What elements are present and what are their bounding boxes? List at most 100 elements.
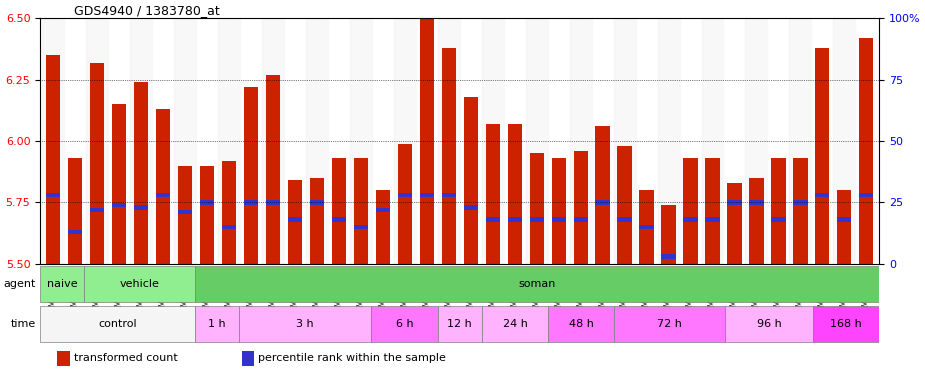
- Bar: [353, 158, 368, 264]
- Bar: [398, 193, 412, 197]
- Text: percentile rank within the sample: percentile rank within the sample: [258, 353, 446, 363]
- Bar: [661, 205, 675, 264]
- FancyBboxPatch shape: [195, 266, 880, 302]
- Bar: [794, 200, 808, 205]
- Text: vehicle: vehicle: [119, 279, 159, 289]
- Bar: [530, 217, 544, 222]
- Bar: [574, 217, 587, 222]
- Bar: [196, 18, 218, 264]
- Bar: [90, 208, 105, 212]
- Bar: [504, 18, 525, 264]
- Text: time: time: [11, 319, 36, 329]
- Bar: [178, 166, 192, 264]
- Bar: [200, 166, 215, 264]
- Bar: [684, 217, 697, 222]
- Bar: [46, 55, 60, 264]
- Text: 72 h: 72 h: [657, 319, 682, 329]
- Bar: [596, 126, 610, 264]
- Bar: [727, 200, 742, 205]
- FancyBboxPatch shape: [40, 306, 195, 342]
- FancyBboxPatch shape: [549, 306, 614, 342]
- Bar: [46, 193, 60, 197]
- Bar: [639, 225, 654, 229]
- Bar: [394, 18, 416, 264]
- Bar: [551, 158, 566, 264]
- Bar: [134, 82, 148, 264]
- Bar: [86, 18, 108, 264]
- Bar: [635, 18, 658, 264]
- Bar: [684, 158, 697, 264]
- Bar: [771, 158, 785, 264]
- Bar: [420, 193, 434, 197]
- Bar: [265, 200, 280, 205]
- Bar: [112, 203, 127, 207]
- Bar: [310, 178, 324, 264]
- Bar: [350, 18, 372, 264]
- Bar: [723, 18, 746, 264]
- Bar: [548, 18, 570, 264]
- Bar: [856, 18, 877, 264]
- Bar: [859, 38, 873, 264]
- Bar: [530, 153, 544, 264]
- Bar: [570, 18, 592, 264]
- Bar: [376, 208, 390, 212]
- Bar: [420, 18, 434, 264]
- Bar: [328, 18, 350, 264]
- Bar: [65, 18, 86, 264]
- Text: transformed count: transformed count: [74, 353, 178, 363]
- Bar: [178, 210, 192, 214]
- Bar: [416, 18, 438, 264]
- Bar: [43, 18, 65, 264]
- Bar: [441, 193, 456, 197]
- Bar: [574, 151, 587, 264]
- Bar: [661, 254, 675, 259]
- FancyBboxPatch shape: [195, 306, 239, 342]
- Bar: [551, 217, 566, 222]
- FancyBboxPatch shape: [614, 306, 725, 342]
- Text: 96 h: 96 h: [757, 319, 782, 329]
- Bar: [749, 178, 763, 264]
- Bar: [310, 200, 324, 205]
- FancyBboxPatch shape: [40, 266, 84, 302]
- Bar: [463, 97, 478, 264]
- Bar: [486, 124, 500, 264]
- FancyBboxPatch shape: [239, 306, 372, 342]
- FancyBboxPatch shape: [84, 266, 195, 302]
- Bar: [174, 18, 196, 264]
- Bar: [482, 18, 504, 264]
- Bar: [746, 18, 768, 264]
- Bar: [639, 190, 654, 264]
- Bar: [244, 87, 258, 264]
- Bar: [749, 200, 763, 205]
- Bar: [262, 18, 284, 264]
- Bar: [112, 104, 127, 264]
- Bar: [240, 18, 262, 264]
- Bar: [618, 217, 632, 222]
- FancyBboxPatch shape: [813, 306, 880, 342]
- Bar: [837, 190, 852, 264]
- Bar: [794, 158, 808, 264]
- Bar: [613, 18, 635, 264]
- Bar: [658, 18, 680, 264]
- Bar: [108, 18, 130, 264]
- Bar: [771, 217, 785, 222]
- Text: GDS4940 / 1383780_at: GDS4940 / 1383780_at: [74, 4, 219, 17]
- Bar: [265, 75, 280, 264]
- Text: 168 h: 168 h: [831, 319, 862, 329]
- Text: control: control: [98, 319, 137, 329]
- Bar: [222, 225, 236, 229]
- Bar: [680, 18, 701, 264]
- Bar: [288, 180, 302, 264]
- Bar: [706, 158, 720, 264]
- Bar: [706, 217, 720, 222]
- Bar: [508, 124, 522, 264]
- Bar: [284, 18, 306, 264]
- Bar: [859, 193, 873, 197]
- Bar: [592, 18, 613, 264]
- Bar: [438, 18, 460, 264]
- Bar: [134, 205, 148, 210]
- Bar: [130, 18, 153, 264]
- Text: agent: agent: [4, 279, 36, 289]
- Bar: [200, 200, 215, 205]
- Text: 12 h: 12 h: [448, 319, 472, 329]
